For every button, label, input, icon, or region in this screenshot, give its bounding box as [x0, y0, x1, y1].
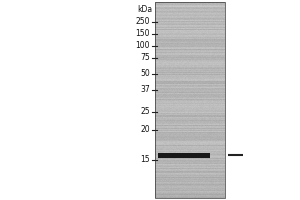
Text: 150: 150	[136, 29, 150, 38]
Text: 50: 50	[140, 70, 150, 78]
Text: 15: 15	[140, 156, 150, 164]
Text: 25: 25	[140, 108, 150, 116]
Bar	[155, 2, 225, 198]
Text: 37: 37	[140, 86, 150, 95]
Text: 100: 100	[136, 42, 150, 50]
Bar	[158, 152, 210, 158]
Text: 75: 75	[140, 53, 150, 62]
Text: 250: 250	[136, 18, 150, 26]
Text: 20: 20	[140, 126, 150, 134]
Text: kDa: kDa	[137, 5, 152, 14]
